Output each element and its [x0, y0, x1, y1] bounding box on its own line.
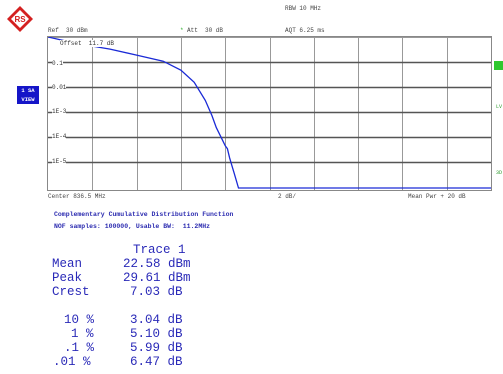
mean-value: 22.58 dBm	[123, 257, 191, 271]
percent-value-1: 5.10 dB	[130, 327, 183, 341]
attenuation-readout: Att 30 dB	[187, 27, 224, 34]
ref-level-readout: Ref 30 dBm	[48, 27, 88, 34]
rbw-readout: RBW 10 MHz	[285, 5, 322, 12]
percent-label-10: 10 %	[64, 313, 95, 327]
mean-power-readout: Mean Pwr + 20 dB	[408, 193, 466, 200]
mean-label: Mean	[52, 257, 83, 271]
y-tick-0.01: 0.01	[52, 84, 67, 91]
y-tick-1e-4: 1E-4	[52, 133, 67, 140]
crest-label: Crest	[52, 285, 90, 299]
crest-value: 7.03 dB	[130, 285, 183, 299]
view-button[interactable]: VIEW	[17, 95, 39, 104]
screen-a-button[interactable]: 1 SA	[17, 86, 39, 95]
rohde-schwarz-logo: RS	[6, 5, 34, 33]
att-changed-marker: *	[180, 27, 184, 34]
acquisition-time-readout: AQT 6.25 ms	[285, 27, 325, 34]
ccdf-trace	[48, 37, 491, 189]
trace-indicator-green	[494, 61, 503, 70]
offset-label: Offset 11.7 dB	[60, 40, 115, 47]
y-tick-1e-3: 1E-3	[52, 108, 67, 115]
percent-value-0.1: 5.99 dB	[130, 341, 183, 355]
ccdf-samples-info: NOF samples: 100000, Usable BW: 11.2MHz	[54, 223, 211, 230]
edge-marker-lv: LV	[496, 104, 503, 110]
ccdf-plot-svg	[48, 37, 491, 190]
percent-value-10: 3.04 dB	[130, 313, 183, 327]
scale-per-division-readout: 2 dB/	[278, 193, 297, 200]
svg-text:RS: RS	[14, 15, 26, 24]
percent-label-0.01: .01 %	[53, 355, 91, 369]
trace-header: Trace 1	[133, 243, 186, 257]
edge-marker-3d: 3D	[496, 170, 503, 176]
percent-value-0.01: 6.47 dB	[130, 355, 183, 369]
y-tick-0.1: 0.1	[52, 60, 63, 67]
center-frequency-readout: Center 836.5 MHz	[48, 193, 106, 200]
ccdf-title: Complementary Cumulative Distribution Fu…	[54, 211, 234, 218]
ccdf-plot-area[interactable]	[47, 36, 492, 191]
peak-value: 29.61 dBm	[123, 271, 191, 285]
percent-label-0.1: .1 %	[64, 341, 95, 355]
peak-label: Peak	[52, 271, 83, 285]
y-tick-1e-5: 1E-5	[52, 158, 67, 165]
percent-label-1: 1 %	[71, 327, 94, 341]
